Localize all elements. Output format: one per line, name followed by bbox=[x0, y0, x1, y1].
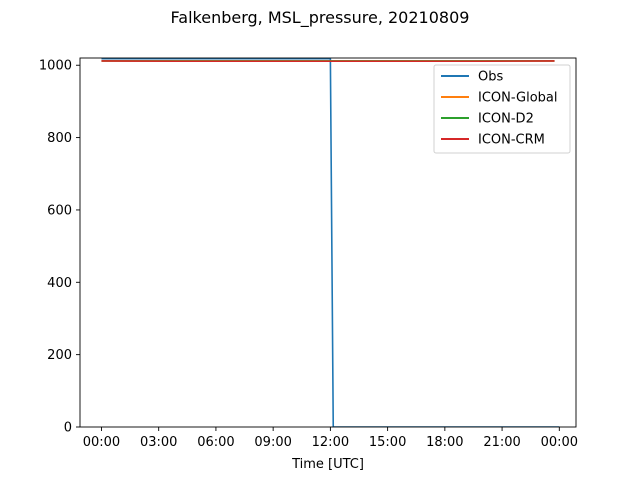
y-tick-label: 400 bbox=[47, 276, 72, 291]
axes-frame bbox=[79, 57, 577, 428]
x-tick-label: 18:00 bbox=[426, 435, 463, 450]
y-tick-label: 800 bbox=[47, 131, 72, 146]
x-tick-label: 21:00 bbox=[483, 435, 520, 450]
y-tick-label: 600 bbox=[47, 203, 72, 218]
y-tick-label: 200 bbox=[47, 348, 72, 363]
x-axis-label: Time [UTC] bbox=[291, 457, 364, 472]
y-tick-label: 1000 bbox=[39, 59, 72, 74]
legend: Obs ICON-Global ICON-D2 ICON-CRM bbox=[433, 64, 571, 154]
x-tick-label: 12:00 bbox=[312, 435, 349, 450]
legend-box bbox=[433, 64, 571, 154]
chart-title: Falkenberg, MSL_pressure, 20210809 bbox=[171, 8, 470, 28]
x-tick-label: 00:00 bbox=[83, 435, 120, 450]
legend-entry: ICON-D2 bbox=[478, 112, 534, 127]
x-tick-label: 15:00 bbox=[369, 435, 406, 450]
x-tick-label: 00:00 bbox=[541, 435, 578, 450]
series-group bbox=[101, 58, 560, 427]
series-line-obs bbox=[101, 58, 560, 427]
plot-area: 00:00 03:00 06:00 09:00 12:00 15:00 18:00 21:00… bbox=[39, 57, 578, 450]
x-tick-label: 06:00 bbox=[197, 435, 234, 450]
y-tick-label: 0 bbox=[64, 421, 72, 436]
legend-entry: Obs bbox=[478, 70, 503, 85]
x-tick-label: 03:00 bbox=[140, 435, 177, 450]
legend-entry: ICON-CRM bbox=[478, 133, 545, 148]
legend-entry: ICON-Global bbox=[478, 91, 558, 106]
x-tick-label: 09:00 bbox=[254, 435, 291, 450]
